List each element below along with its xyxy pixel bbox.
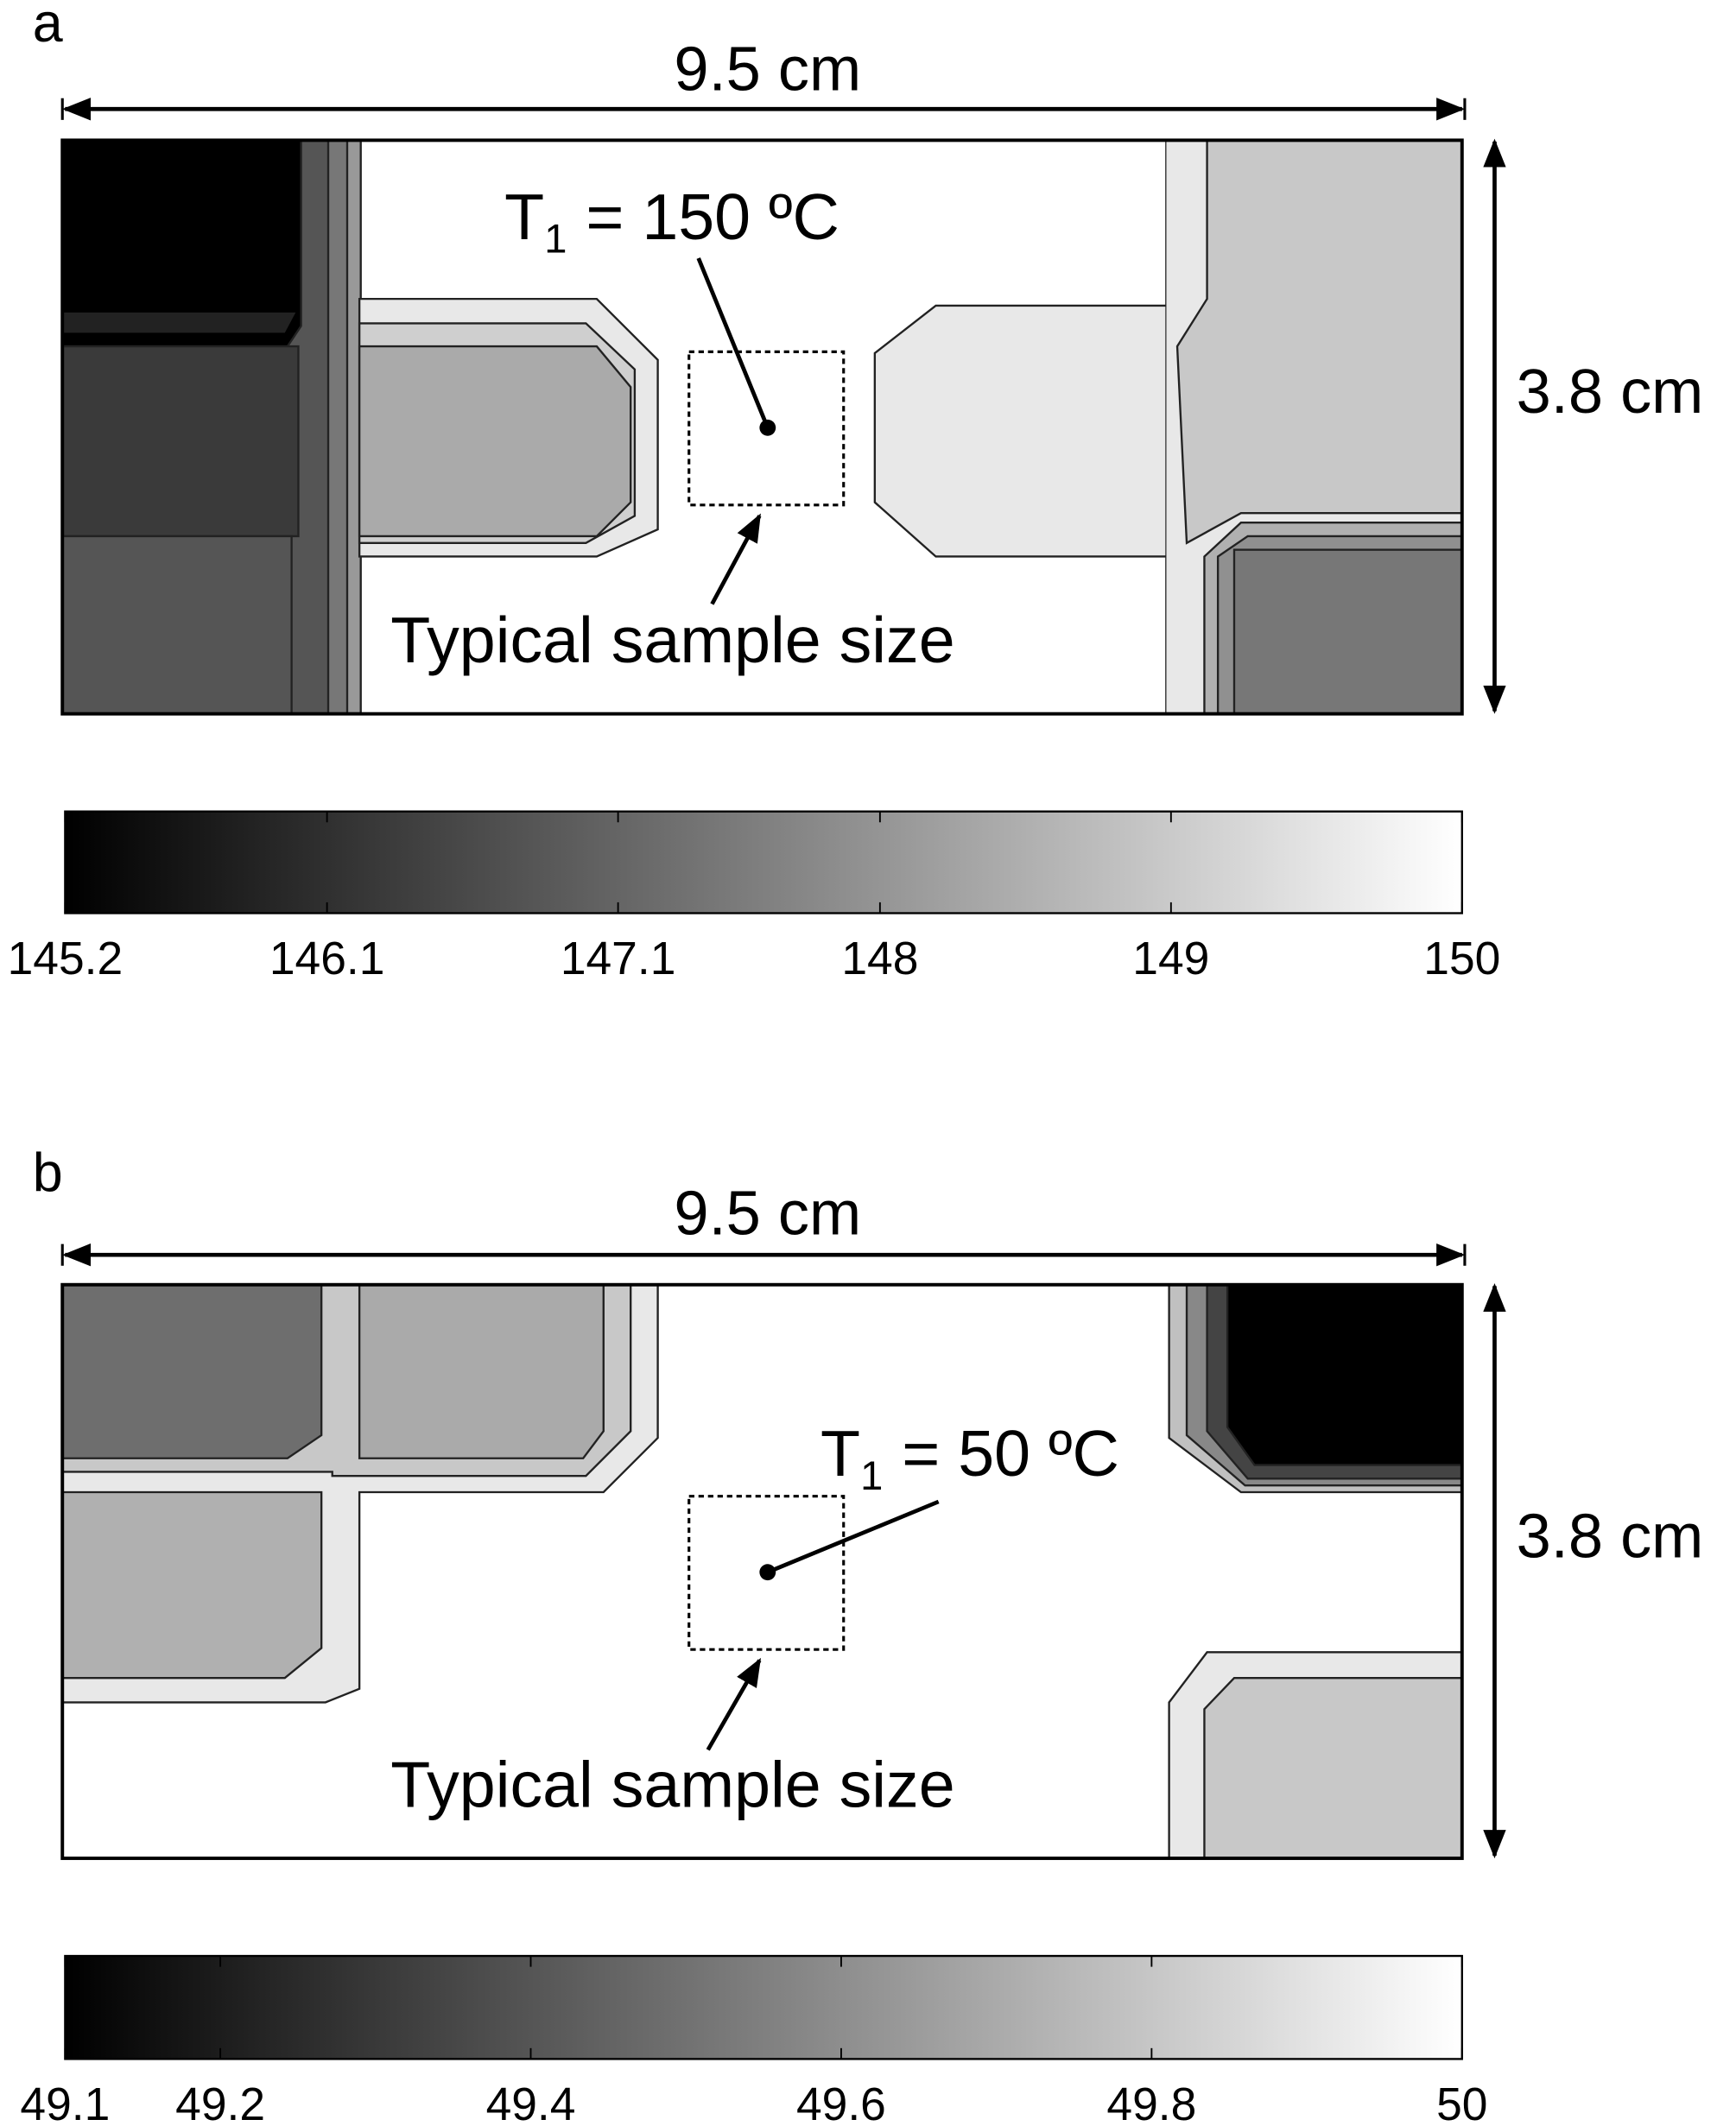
contour-region <box>1175 139 1463 545</box>
panel-label: b <box>33 1142 63 1203</box>
colorbar-tick-label: 49.1 <box>20 2079 110 2126</box>
colorbar-tick-label: 149 <box>1132 933 1209 984</box>
colorbar-tick-label: 146.1 <box>269 933 385 984</box>
height-label: 3.8 cm <box>1517 357 1704 427</box>
sample-label: Typical sample size <box>390 604 954 676</box>
panel-a: a 9.5 cm 3.8 cm T1 = 150 ºC Typical sampl… <box>33 0 1704 914</box>
temperature-annotation: T1 = 150 ºC <box>504 180 839 262</box>
colorbar-tick-label: 50 <box>1436 2079 1487 2126</box>
contour-region <box>61 1490 323 1680</box>
panel-b: b 9.5 cm 3.8 cm T1 = 50 ºC Typical sample… <box>33 1142 1704 2060</box>
sample-box <box>687 1495 846 1651</box>
contour-region <box>1203 1676 1463 1860</box>
colorbar-tick-label: 49.2 <box>175 2079 265 2126</box>
contour-region <box>1232 548 1463 715</box>
contour-region <box>358 345 632 538</box>
colorbar-tick-label: 150 <box>1423 933 1500 984</box>
map-border <box>60 1282 1464 1860</box>
contour-region <box>1226 1283 1463 1466</box>
colorbar <box>64 810 1463 914</box>
temperature-annotation: T1 = 50 ºC <box>820 1417 1119 1498</box>
colorbar-tick-label: 49.4 <box>486 2079 576 2126</box>
annotation-text: = 50 ºC <box>902 1417 1119 1490</box>
symbol: T <box>820 1417 860 1490</box>
pointer-arrow <box>710 513 762 605</box>
sample-box <box>687 350 846 507</box>
contour-region <box>873 140 1168 714</box>
contour-region <box>61 345 300 538</box>
subscript: 1 <box>544 216 567 262</box>
symbol: T <box>504 180 544 253</box>
width-label: 9.5 cm <box>674 35 861 104</box>
contour-region <box>61 1283 323 1459</box>
sample-label: Typical sample size <box>390 1748 954 1820</box>
map-border <box>60 138 1464 716</box>
panel-label: a <box>33 0 63 54</box>
colorbar-tick-label: 49.8 <box>1106 2079 1196 2126</box>
width-label: 9.5 cm <box>674 1180 861 1249</box>
pointer-line <box>696 257 770 429</box>
colorbar-tick-label: 148 <box>841 933 918 984</box>
colorbar-tick-label: 147.1 <box>561 933 676 984</box>
colorbar-tick-label: 49.6 <box>796 2079 886 2126</box>
contour-region <box>358 1283 605 1459</box>
contour-region <box>62 312 296 333</box>
colorbar <box>64 1954 1463 2060</box>
colorbar-tick-label: 145.2 <box>8 933 124 984</box>
pointer-line <box>766 1499 940 1574</box>
subscript: 1 <box>860 1452 883 1498</box>
contour-region <box>61 535 293 715</box>
height-label: 3.8 cm <box>1517 1502 1704 1571</box>
annotation-text: = 150 ºC <box>586 180 839 253</box>
pointer-arrow <box>706 1657 762 1751</box>
